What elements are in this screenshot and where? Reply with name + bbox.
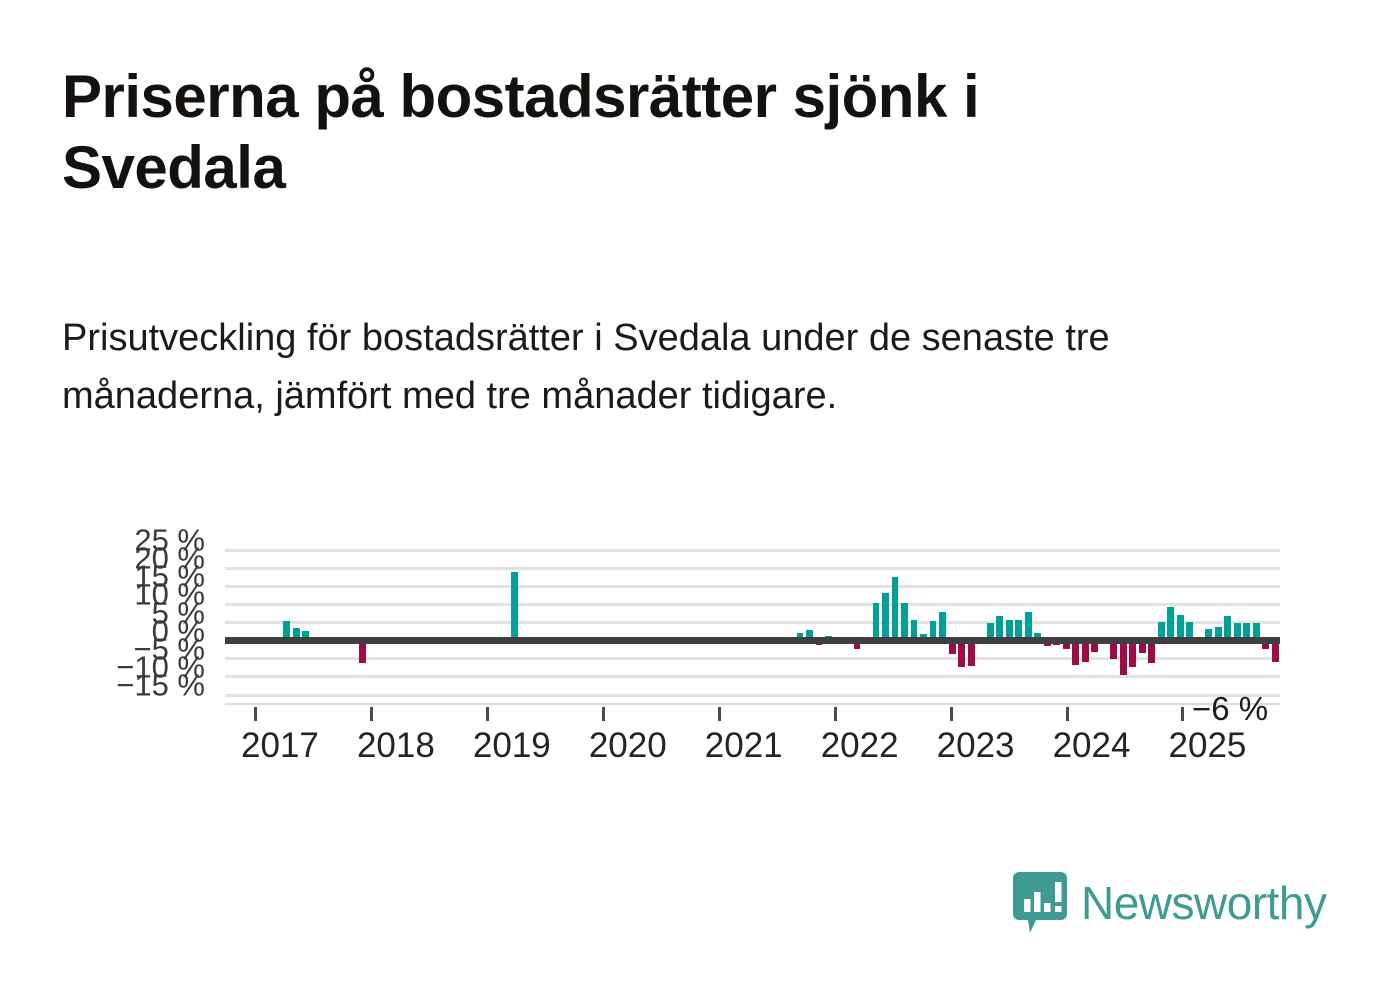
bar-positive	[1224, 615, 1232, 641]
bar-positive	[1024, 612, 1032, 641]
gridline	[225, 693, 1280, 697]
bar-negative	[359, 640, 367, 663]
gridline	[225, 584, 1280, 588]
x-axis-tick	[1065, 707, 1069, 721]
bar-negative	[1119, 640, 1127, 676]
gridline	[225, 621, 1280, 624]
x-axis-tick-label: 2017	[241, 726, 319, 765]
y-axis-tick-label: 25 %	[134, 522, 205, 558]
bar-positive	[891, 577, 899, 641]
end-value-annotation: −6 %	[1192, 689, 1269, 727]
gridline	[225, 602, 1280, 606]
x-axis-tick	[833, 707, 837, 721]
bar-positive	[796, 633, 804, 641]
gridline	[225, 657, 1280, 661]
bar-positive	[1167, 607, 1175, 641]
x-axis-tick	[485, 707, 489, 721]
x-axis-tick-label: 2020	[588, 726, 667, 765]
bar-negative	[1091, 640, 1099, 653]
x-axis-tick	[601, 707, 605, 721]
bar-positive	[882, 593, 889, 641]
x-axis-line	[225, 703, 1280, 705]
bar-negative	[1148, 640, 1156, 664]
bar-negative	[853, 640, 861, 649]
gridline	[225, 566, 1280, 570]
bar-positive	[283, 621, 291, 641]
bar-positive	[292, 628, 300, 641]
bar-positive	[302, 631, 310, 641]
x-axis-tick	[949, 707, 953, 721]
y-axis-tick-label: 0 %	[151, 613, 205, 649]
bar-positive	[929, 620, 937, 641]
bar-positive	[511, 572, 519, 641]
x-axis-tick-label: 2025	[1168, 726, 1247, 765]
y-axis-tick-label: −5 %	[133, 631, 205, 667]
bar-negative	[1062, 640, 1070, 649]
bar-negative	[1262, 640, 1270, 649]
bar-negative	[1081, 640, 1089, 663]
bar-negative	[967, 640, 975, 666]
x-axis-tick-label: 2024	[1052, 726, 1131, 765]
bar-negative	[1271, 640, 1279, 663]
page-subtitle: Prisutveckling för bostadsrätter i Sveda…	[62, 317, 1110, 417]
bar-positive	[1176, 614, 1184, 641]
bar-positive	[1205, 629, 1213, 641]
bar-positive	[1252, 623, 1260, 641]
y-axis-tick-label: 15 %	[134, 558, 205, 594]
logo-wordmark: Newsworthy	[1081, 877, 1327, 929]
bar-positive	[986, 623, 994, 641]
bar-negative	[948, 640, 956, 654]
y-axis-tick-label: −10 %	[116, 649, 205, 685]
bar-positive	[1233, 622, 1241, 641]
bar-positive	[1243, 622, 1251, 641]
x-axis-tick	[253, 707, 257, 721]
x-axis-tick-label: 2023	[936, 726, 1015, 765]
bar-positive	[1034, 633, 1042, 641]
price-development-bar-chart: 25 % 20 % 15 % 10 % 5 % 0 % −5 % −10 % −15 % 201…	[0, 525, 1382, 770]
bar-negative	[1072, 640, 1080, 665]
y-axis-tick-label: 5 %	[151, 595, 205, 630]
gridline	[225, 675, 1280, 679]
bar-positive	[1186, 621, 1194, 641]
bar-negative	[958, 640, 965, 668]
bar-chart-speech-bubble-icon	[1013, 872, 1067, 934]
x-axis-tick-label: 2021	[704, 726, 783, 765]
y-axis-tick-label: −15 %	[116, 667, 205, 703]
bar-negative	[1110, 640, 1118, 660]
bar-positive	[939, 612, 946, 641]
bar-positive	[1157, 622, 1165, 641]
chart-plot-area	[225, 548, 1280, 697]
y-axis-tick-label: 20 %	[134, 540, 205, 576]
bar-positive	[901, 602, 908, 641]
bar-positive	[1005, 620, 1013, 641]
x-axis-tick	[369, 707, 373, 721]
bar-positive	[1015, 619, 1023, 641]
bar-positive	[872, 602, 880, 641]
x-axis-tick	[1181, 707, 1185, 721]
x-axis-tick-label: 2022	[820, 726, 899, 765]
newsworthy-logo[interactable]: Newsworthy	[1013, 872, 1327, 934]
bar-negative	[1129, 640, 1137, 667]
bar-positive	[996, 615, 1004, 641]
gridline	[225, 548, 1280, 552]
page-title: Priserna på bostadsrätter sjönk i Svedal…	[62, 63, 980, 201]
x-axis-tick-label: 2019	[472, 726, 551, 765]
bar-positive	[910, 620, 918, 641]
y-axis-tick-label: 10 %	[134, 576, 205, 612]
y-axis-labels: 25 % 20 % 15 % 10 % 5 % 0 % −5 % −10 % −15 %	[0, 525, 215, 701]
bar-negative	[1138, 640, 1146, 654]
bar-positive	[1214, 627, 1222, 641]
bar-positive	[806, 629, 813, 641]
zero-line	[225, 637, 1280, 645]
x-axis-tick	[717, 707, 721, 721]
x-axis-tick-label: 2018	[356, 726, 435, 765]
